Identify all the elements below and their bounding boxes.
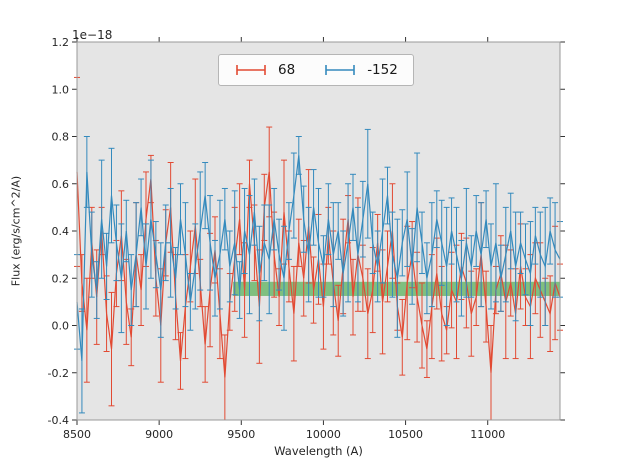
x-tick-label: 8500	[63, 428, 91, 441]
legend-entry-68: 68	[234, 62, 295, 78]
y-tick-label: 0.8	[52, 131, 70, 144]
y-tick-label: 0.6	[52, 178, 70, 191]
legend: 68 -152	[218, 54, 414, 86]
errorbar-glyph-red	[236, 65, 266, 75]
x-tick-label: 10500	[388, 428, 423, 441]
series-line-1	[76, 155, 561, 361]
y-tick-label: 0.0	[52, 320, 70, 333]
y-axis-label: Flux (erg/s/cm^2/A)	[9, 175, 23, 287]
y-tick-label: 0.2	[52, 272, 70, 285]
legend-entry-minus-152: -152	[323, 62, 398, 78]
axes-frame	[76, 41, 561, 421]
y-tick-label: 1.0	[52, 83, 70, 96]
x-axis-label: Wavelength (A)	[274, 444, 363, 458]
y-tick-label: 1.2	[52, 36, 70, 49]
errorbar-glyph-blue	[325, 65, 355, 75]
y-tick-label: -0.2	[48, 367, 69, 380]
x-tick-label: 9000	[145, 428, 173, 441]
y-offset-text: 1e−18	[72, 28, 113, 42]
y-tick-label: -0.4	[48, 414, 69, 427]
x-tick-label: 10000	[306, 428, 341, 441]
x-tick-label: 11000	[470, 428, 505, 441]
y-tick-label: 0.4	[52, 225, 70, 238]
legend-label-68: 68	[278, 62, 296, 78]
legend-label-minus-152: -152	[367, 62, 398, 78]
x-tick-label: 9500	[227, 428, 255, 441]
